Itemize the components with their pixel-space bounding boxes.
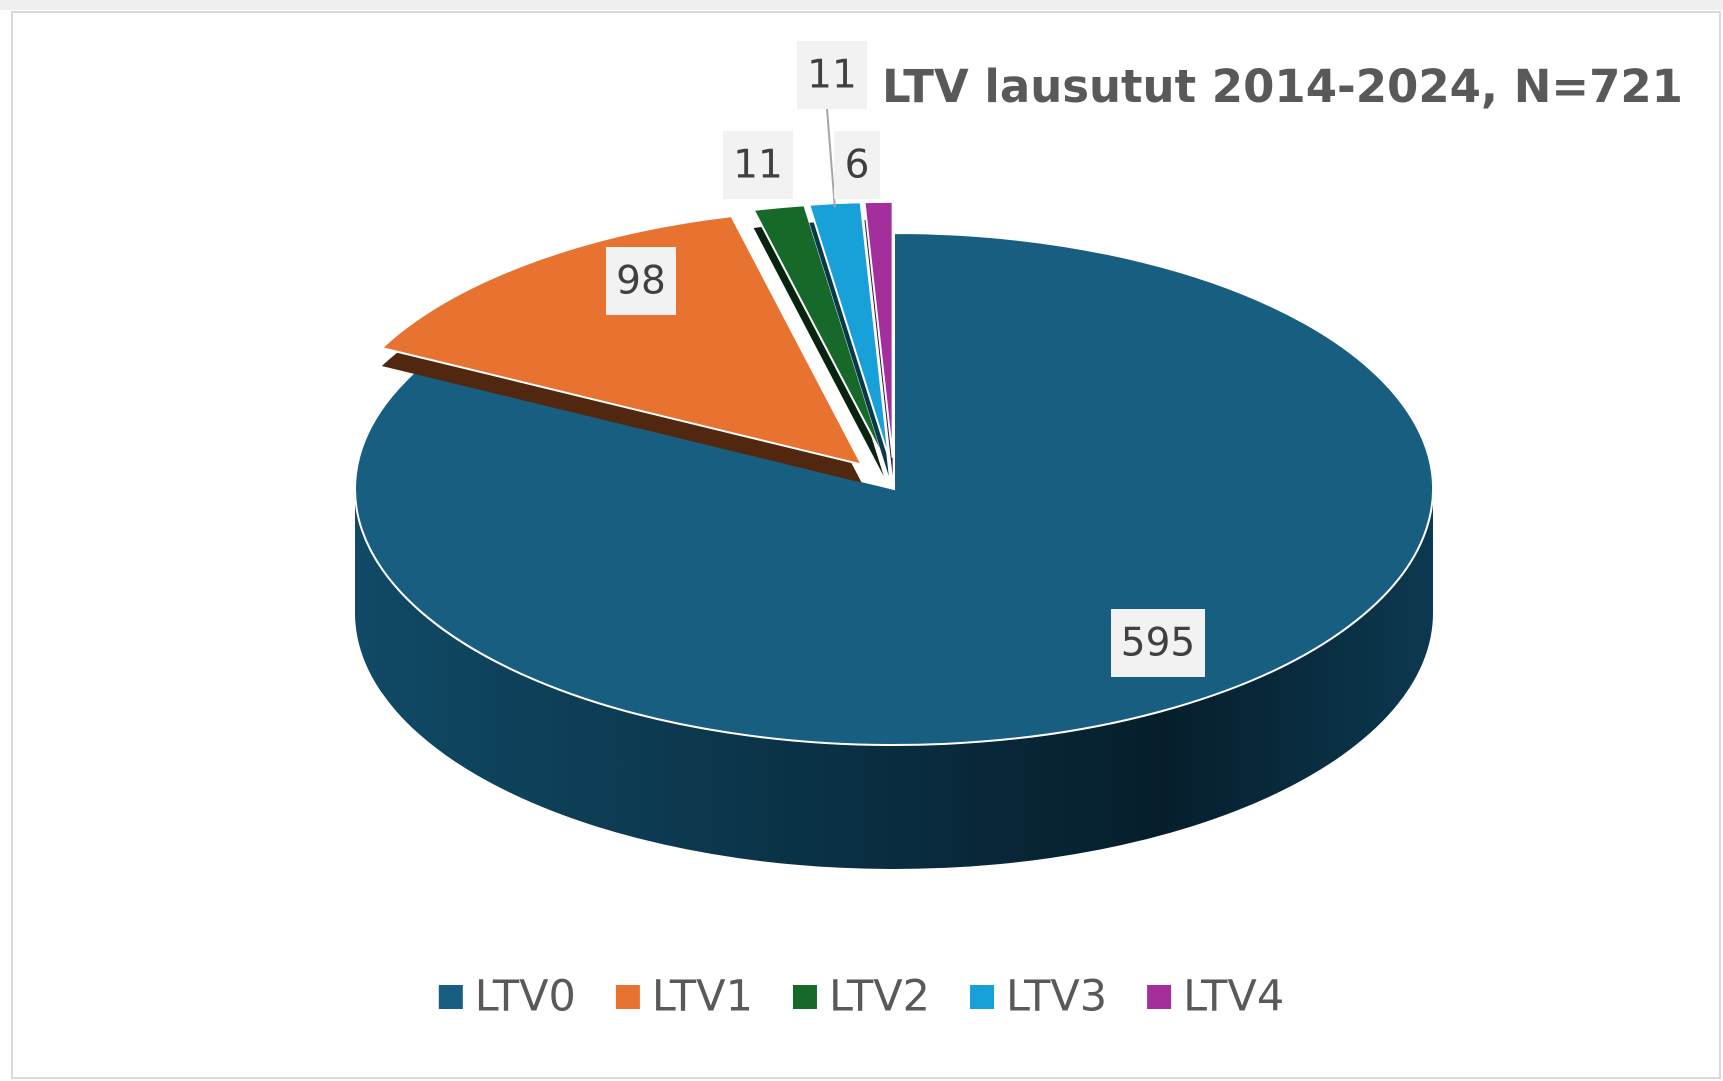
data-label: 11 [807,53,857,98]
slice-side [809,220,889,476]
legend-swatch [438,985,463,1009]
legend-swatch [1147,985,1172,1009]
legend-label: LTV3 [1006,972,1107,1022]
data-labels: 595 98 11 11 6 [606,41,1205,677]
slice [752,204,885,459]
legend-label: LTV0 [475,972,576,1022]
chart-title: LTV lausutut 2014-2024, N=721 [882,60,1683,113]
slice [863,200,894,458]
slice [379,215,864,467]
leader-line [826,108,836,208]
data-label-box [1111,609,1205,677]
legend: LTV0 LTV1 LTV2 LTV3 LTV4 [438,972,1284,1022]
data-label: 98 [616,259,666,304]
data-label: 11 [733,143,783,188]
legend-label: LTV1 [652,972,753,1022]
data-label: 595 [1121,621,1195,666]
data-label-box [797,41,867,109]
slice-side [753,223,884,477]
data-label: 6 [845,143,870,188]
data-label-box [723,131,793,199]
chart-border [11,11,1721,1079]
data-label-box [606,247,676,315]
legend-label: LTV2 [829,972,930,1022]
legend-label: LTV4 [1183,972,1284,1022]
top-strip [0,0,1723,10]
legend-swatch [615,985,640,1009]
data-label-box [834,131,880,199]
legend-swatch [970,985,995,1009]
slice-side [355,489,1433,869]
legend-swatch [792,985,817,1009]
